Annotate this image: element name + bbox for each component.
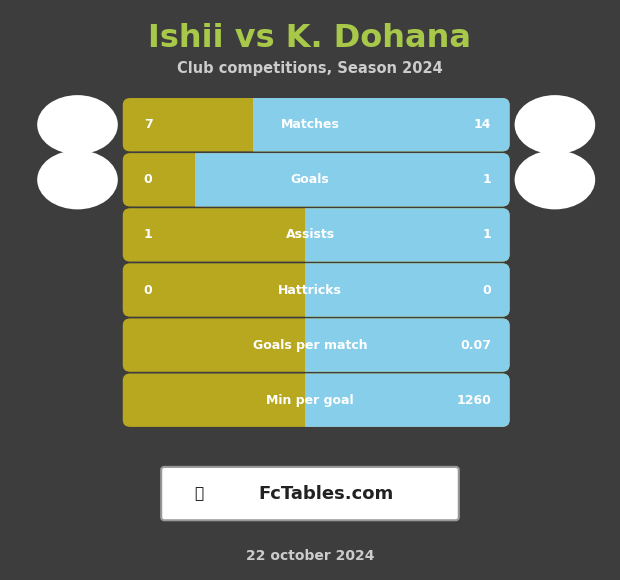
FancyBboxPatch shape <box>123 208 510 262</box>
Text: Goals: Goals <box>291 173 329 186</box>
FancyBboxPatch shape <box>123 318 510 372</box>
Text: 0: 0 <box>144 173 153 186</box>
Text: 1: 1 <box>482 173 491 186</box>
Text: 1: 1 <box>482 229 491 241</box>
Text: 0: 0 <box>482 284 491 296</box>
FancyBboxPatch shape <box>123 263 510 317</box>
Text: 1: 1 <box>144 229 153 241</box>
Ellipse shape <box>37 95 118 154</box>
Text: FcTables.com: FcTables.com <box>258 484 393 503</box>
Ellipse shape <box>515 150 595 209</box>
Text: 14: 14 <box>474 118 491 131</box>
Text: Ishii vs K. Dohana: Ishii vs K. Dohana <box>149 23 471 54</box>
FancyBboxPatch shape <box>123 374 510 427</box>
Text: 7: 7 <box>144 118 153 131</box>
FancyBboxPatch shape <box>123 153 510 206</box>
Text: 0.07: 0.07 <box>460 339 491 351</box>
Text: Min per goal: Min per goal <box>266 394 354 407</box>
FancyBboxPatch shape <box>123 263 510 317</box>
Text: 0: 0 <box>144 284 153 296</box>
FancyBboxPatch shape <box>123 98 510 151</box>
FancyBboxPatch shape <box>123 374 510 427</box>
Text: Hattricks: Hattricks <box>278 284 342 296</box>
FancyBboxPatch shape <box>123 98 510 151</box>
Text: 📊: 📊 <box>194 486 203 501</box>
Ellipse shape <box>515 95 595 154</box>
Text: 1260: 1260 <box>456 394 491 407</box>
Text: 22 october 2024: 22 october 2024 <box>246 549 374 563</box>
FancyBboxPatch shape <box>123 208 510 262</box>
FancyBboxPatch shape <box>123 318 510 372</box>
Text: Goals per match: Goals per match <box>253 339 367 351</box>
FancyBboxPatch shape <box>123 153 510 206</box>
Text: Assists: Assists <box>285 229 335 241</box>
Text: Matches: Matches <box>281 118 339 131</box>
FancyBboxPatch shape <box>161 467 459 520</box>
Ellipse shape <box>37 150 118 209</box>
Text: Club competitions, Season 2024: Club competitions, Season 2024 <box>177 61 443 76</box>
